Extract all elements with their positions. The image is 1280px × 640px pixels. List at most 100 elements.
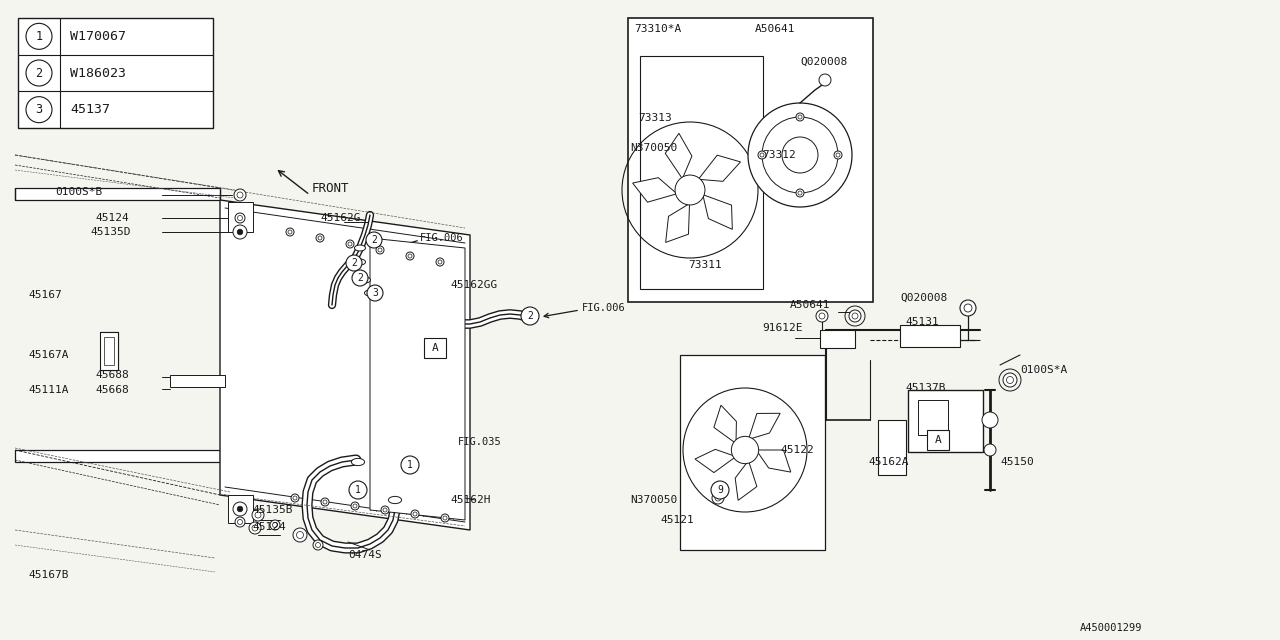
Circle shape xyxy=(291,494,300,502)
Circle shape xyxy=(314,540,323,550)
Polygon shape xyxy=(666,204,690,243)
Circle shape xyxy=(366,232,381,248)
Circle shape xyxy=(351,502,358,510)
Text: A: A xyxy=(934,435,941,445)
Ellipse shape xyxy=(525,313,535,319)
Bar xyxy=(640,56,763,289)
Circle shape xyxy=(236,213,244,223)
Ellipse shape xyxy=(365,290,375,296)
Text: 0100S*B: 0100S*B xyxy=(55,187,102,197)
Text: 45162H: 45162H xyxy=(451,495,490,505)
Polygon shape xyxy=(695,449,736,472)
Circle shape xyxy=(819,74,831,86)
Text: 2: 2 xyxy=(351,258,357,268)
Bar xyxy=(100,332,118,370)
Circle shape xyxy=(233,225,247,239)
Text: Q020008: Q020008 xyxy=(800,57,847,67)
Polygon shape xyxy=(714,405,736,444)
Circle shape xyxy=(321,498,329,506)
Circle shape xyxy=(352,270,369,286)
Bar xyxy=(170,375,225,387)
Circle shape xyxy=(817,310,828,322)
Circle shape xyxy=(376,246,384,254)
Circle shape xyxy=(675,175,705,205)
Bar xyxy=(900,325,960,347)
Text: 73312: 73312 xyxy=(762,150,796,160)
Bar xyxy=(15,450,220,462)
Text: 45137B: 45137B xyxy=(905,383,946,393)
Bar xyxy=(104,337,114,365)
Bar xyxy=(15,188,220,200)
Circle shape xyxy=(984,444,996,456)
Text: 45111A: 45111A xyxy=(28,385,69,395)
Text: 73310*A: 73310*A xyxy=(634,24,681,34)
Bar xyxy=(908,390,983,452)
Text: 45150: 45150 xyxy=(1000,457,1034,467)
Bar xyxy=(424,338,445,358)
Text: 0100S*A: 0100S*A xyxy=(1020,365,1068,375)
Circle shape xyxy=(982,412,998,428)
Polygon shape xyxy=(220,200,470,530)
Text: A450001299: A450001299 xyxy=(1080,623,1143,633)
Text: 45135B: 45135B xyxy=(252,505,293,515)
Bar xyxy=(228,495,253,523)
Polygon shape xyxy=(735,461,756,500)
Bar xyxy=(228,202,253,232)
Text: FRONT: FRONT xyxy=(312,182,349,195)
Text: FIG.006: FIG.006 xyxy=(582,303,626,313)
Text: 1: 1 xyxy=(36,30,42,43)
Bar xyxy=(680,355,826,550)
Circle shape xyxy=(731,436,759,463)
Bar xyxy=(820,330,855,348)
Text: 3: 3 xyxy=(36,103,42,116)
Text: Q020008: Q020008 xyxy=(900,293,947,303)
Text: A50641: A50641 xyxy=(790,300,831,310)
Polygon shape xyxy=(15,450,220,462)
Ellipse shape xyxy=(360,277,370,283)
Bar xyxy=(918,400,948,435)
Circle shape xyxy=(293,528,307,542)
Circle shape xyxy=(237,229,243,235)
Text: 45122: 45122 xyxy=(780,445,814,455)
Circle shape xyxy=(346,255,362,271)
Circle shape xyxy=(270,520,280,530)
Text: 2: 2 xyxy=(36,67,42,79)
Text: 45137: 45137 xyxy=(70,103,110,116)
Bar xyxy=(878,420,906,475)
Circle shape xyxy=(381,506,389,514)
Circle shape xyxy=(748,103,852,207)
Text: 45162GG: 45162GG xyxy=(451,280,497,290)
Text: 2: 2 xyxy=(357,273,364,283)
Circle shape xyxy=(1004,373,1018,387)
Circle shape xyxy=(442,514,449,522)
Circle shape xyxy=(849,310,861,322)
Text: 0474S: 0474S xyxy=(348,550,381,560)
Text: 45668: 45668 xyxy=(95,385,129,395)
Polygon shape xyxy=(15,188,220,200)
Circle shape xyxy=(26,23,52,49)
Circle shape xyxy=(796,113,804,121)
Text: 45167: 45167 xyxy=(28,290,61,300)
Text: 45135D: 45135D xyxy=(90,227,131,237)
Circle shape xyxy=(710,481,730,499)
Text: FIG.035: FIG.035 xyxy=(458,437,502,447)
Polygon shape xyxy=(699,155,741,181)
Circle shape xyxy=(960,300,977,316)
Text: 45131: 45131 xyxy=(905,317,938,327)
Bar xyxy=(927,430,948,450)
Text: 45162G: 45162G xyxy=(320,213,361,223)
Circle shape xyxy=(26,60,52,86)
Circle shape xyxy=(406,252,413,260)
Ellipse shape xyxy=(355,259,366,265)
Polygon shape xyxy=(749,413,781,440)
Ellipse shape xyxy=(355,245,366,251)
Text: W186023: W186023 xyxy=(70,67,125,79)
Text: A50641: A50641 xyxy=(755,24,795,34)
Text: 45167B: 45167B xyxy=(28,570,69,580)
Circle shape xyxy=(796,189,804,197)
Ellipse shape xyxy=(388,497,402,504)
Text: 45124: 45124 xyxy=(252,522,285,532)
Circle shape xyxy=(316,234,324,242)
Circle shape xyxy=(252,509,264,521)
Circle shape xyxy=(401,456,419,474)
